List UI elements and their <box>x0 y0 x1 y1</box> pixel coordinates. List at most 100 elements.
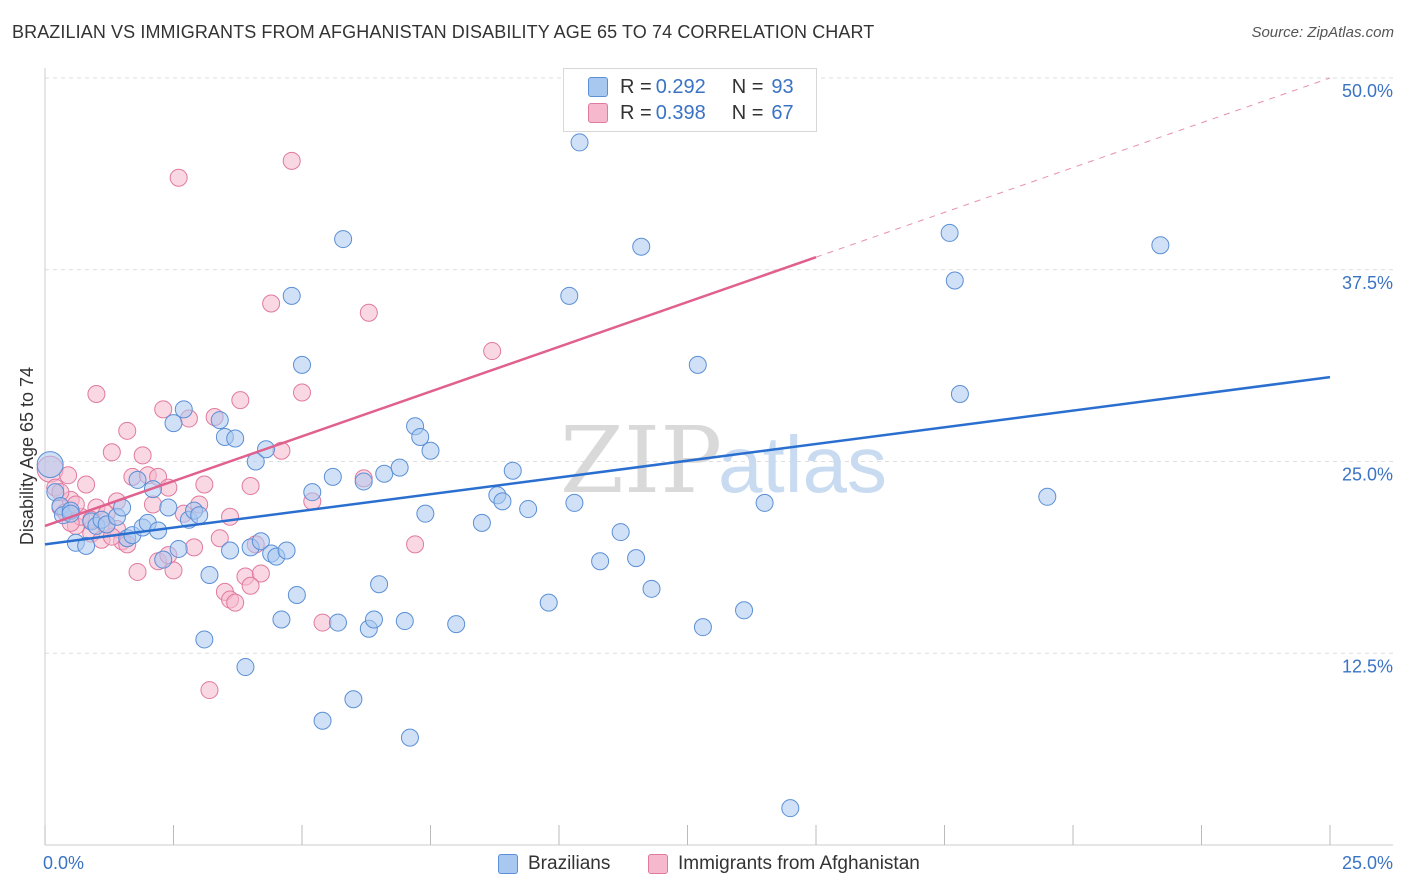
brazilians-point <box>945 271 964 290</box>
brazilians-point <box>272 610 291 629</box>
brazilians-point <box>950 385 969 404</box>
brazilians-point <box>375 464 394 483</box>
brazilians-point <box>364 610 383 629</box>
r-value: 0.398 <box>655 101 706 124</box>
legend-stats-row-brazilians: R = 0.292 N = 93 <box>588 75 794 99</box>
brazilians-point <box>251 532 270 551</box>
brazilians-point <box>287 585 306 604</box>
brazilians-point <box>370 575 389 594</box>
afghanistan-point <box>231 391 250 410</box>
brazilians-trend-line <box>44 375 1331 546</box>
brazilians-point <box>781 799 800 818</box>
afghanistan-point <box>282 151 301 170</box>
afghanistan-point <box>118 421 137 440</box>
brazilians-point <box>632 237 651 256</box>
brazilians-point <box>293 355 311 374</box>
afghanistan-point <box>169 168 188 187</box>
brazilians-point <box>570 133 589 152</box>
afghanistan-point <box>483 342 502 361</box>
brazilians-point <box>174 400 193 419</box>
brazilians-point <box>1151 236 1170 255</box>
legend-stats-row-afghanistan: R = 0.398 N = 67 <box>588 101 794 125</box>
afghanistan-point <box>293 383 311 402</box>
y-axis-label: Disability Age 65 to 74 <box>17 367 37 545</box>
brazilians-point <box>591 552 610 571</box>
brazilians-point <box>164 414 183 433</box>
afghanistan-point <box>87 385 106 404</box>
brazilians-point <box>416 504 435 523</box>
brazilians-point <box>313 711 332 730</box>
legend-item-brazilians[interactable]: Brazilians <box>498 850 610 878</box>
x-tick-label: 0.0% <box>43 853 84 873</box>
brazilians-point <box>472 513 491 532</box>
afghanistan-point <box>102 443 121 462</box>
afghanistan-point <box>241 576 260 595</box>
brazilians-point <box>236 658 255 677</box>
afghanistan-point <box>128 562 147 581</box>
brazilians-point <box>735 601 754 620</box>
brazilians-point <box>323 467 342 486</box>
afghanistan-trend-line <box>44 255 817 528</box>
afghanistan-point <box>262 294 281 313</box>
brazilians-point <box>226 429 245 448</box>
series-brazilians-points <box>36 133 1170 818</box>
legend-swatch-blue <box>588 77 608 97</box>
watermark-atlas: atlas <box>718 420 887 509</box>
brazilians-point <box>519 500 538 519</box>
brazilians-point <box>190 506 209 525</box>
brazilians-point <box>1038 487 1057 506</box>
legend-item-afghanistan[interactable]: Immigrants from Afghanistan <box>648 850 920 878</box>
afghanistan-point <box>185 538 204 557</box>
brazilians-point <box>200 566 219 585</box>
brazilians-point <box>77 536 96 555</box>
afghanistan-point <box>210 529 229 548</box>
trend-lines <box>44 77 1331 546</box>
brazilians-point <box>277 541 296 560</box>
afghanistan-point <box>143 495 162 514</box>
brazilians-point <box>344 690 363 709</box>
n-value: 67 <box>771 101 794 124</box>
brazilians-point <box>400 728 419 747</box>
afghanistan-point <box>226 593 245 612</box>
x-tick-label: 25.0% <box>1342 853 1393 873</box>
chart-title: BRAZILIAN VS IMMIGRANTS FROM AFGHANISTAN… <box>12 22 875 42</box>
brazilians-point <box>503 461 522 480</box>
legend-label-brazilians: Brazilians <box>528 853 611 874</box>
brazilians-point <box>447 615 466 634</box>
y-tick-label: 25.0% <box>1342 465 1393 485</box>
brazilians-point <box>642 579 661 598</box>
n-value: 93 <box>771 75 794 98</box>
brazilians-point <box>354 472 373 491</box>
brazilians-point <box>169 539 188 558</box>
brazilians-point <box>411 427 430 446</box>
afghanistan-point <box>154 400 173 419</box>
legend-swatch-pink <box>588 103 608 123</box>
brazilians-point <box>334 230 353 249</box>
y-tick-label: 37.5% <box>1342 273 1393 293</box>
legend-label-afghanistan: Immigrants from Afghanistan <box>678 853 920 874</box>
afghanistan-point <box>133 446 152 465</box>
legend-series: Brazilians Immigrants from Afghanistan <box>0 850 1406 878</box>
brazilians-point <box>210 411 229 430</box>
brazilians-point <box>154 550 173 569</box>
afghanistan-point <box>313 613 332 632</box>
brazilians-point <box>611 523 630 542</box>
watermark: ZIP atlas <box>560 407 887 514</box>
r-label: R = <box>620 75 652 98</box>
brazilians-point <box>195 630 214 649</box>
afghanistan-point <box>241 477 260 496</box>
legend-swatch-pink <box>648 854 668 874</box>
brazilians-point <box>421 441 440 460</box>
brazilians-point <box>282 286 301 305</box>
afghanistan-point <box>359 303 378 322</box>
source-label: Source: ZipAtlas.com <box>1251 24 1394 41</box>
afghanistan-point <box>200 681 219 700</box>
brazilians-point <box>539 593 558 612</box>
brazilians-point <box>565 493 584 512</box>
brazilians-point <box>390 458 409 477</box>
gridlines <box>45 77 1393 654</box>
brazilians-point <box>627 549 646 568</box>
brazilians-point <box>493 492 512 511</box>
brazilians-point <box>940 223 959 242</box>
